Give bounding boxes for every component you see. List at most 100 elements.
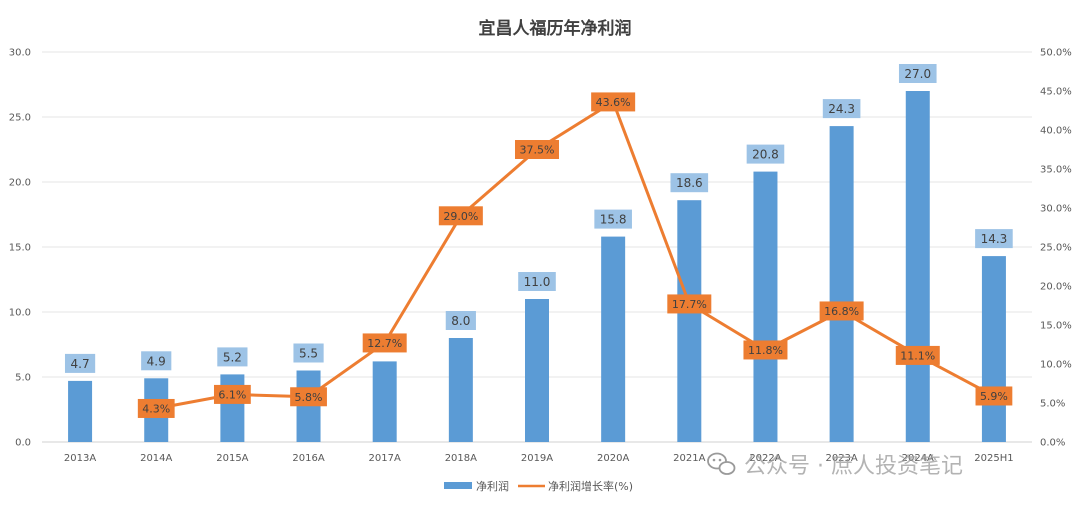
watermark: 公众号 · 庶人投资笔记: [707, 452, 963, 479]
bar-data-label: 4.7: [71, 357, 90, 371]
y-left-tick-label: 10.0: [9, 308, 31, 319]
x-tick-label: 2025H1: [974, 453, 1013, 464]
line-point-label-box: [895, 345, 940, 365]
line-data-label: 5.8%: [295, 391, 323, 404]
line-point-label-box: [137, 398, 175, 418]
wechat-icon: [707, 452, 736, 475]
y-left-tick-label: 0.0: [15, 438, 31, 449]
bar-data-label: 27.0: [904, 67, 931, 81]
y-left-tick-label: 30.0: [9, 48, 31, 59]
bar: [68, 380, 93, 442]
bar-data-label: 14.3: [981, 232, 1008, 246]
line-point-label-box: [290, 387, 327, 407]
y-right-tick-label: 10.0%: [1040, 360, 1072, 371]
bar-labels: 4.7 4.9 5.2 5.5 8.0 11.0 15.8 18.6 20.8 24.3 27.0 1…: [64, 64, 1013, 373]
legend-label-bar: 净利润: [476, 479, 509, 493]
bar-label-box: [445, 311, 476, 330]
line-data-label: 12.7%: [367, 337, 402, 350]
line-point-label-box: [438, 206, 483, 226]
line-point-label-box: [591, 92, 636, 112]
legend-label-line: 净利润增长率(%): [548, 479, 633, 493]
y-right-tick-label: 5.0%: [1040, 399, 1065, 410]
y-right-tick-label: 45.0%: [1040, 87, 1072, 98]
y-right-tick-label: 35.0%: [1040, 165, 1072, 176]
x-tick-label: 2016A: [292, 453, 324, 464]
line-point-label-box: [819, 301, 864, 321]
x-tick-label: 2021A: [673, 453, 705, 464]
line-labels: 4.3% 6.1% 5.8% 12.7% 29.0% 37.5% 43.6% 17.7% 11.…: [137, 92, 1013, 418]
line-data-label: 11.1%: [900, 349, 935, 362]
y-right-tick-label: 20.0%: [1040, 282, 1072, 293]
legend-swatch-bar: [444, 482, 472, 489]
line-point-label-box: [743, 340, 788, 360]
y-axis-right: 0.0% 5.0% 10.0% 15.0% 20.0% 25.0% 30.0% 35.0% 40…: [1040, 48, 1072, 449]
x-tick-label: 2024A: [902, 453, 934, 464]
line-point-label-box: [515, 140, 559, 159]
chart-title: 宜昌人福历年净利润: [479, 18, 632, 39]
line-point-label-box: [667, 294, 712, 314]
bar: [905, 91, 930, 442]
bar-label-box: [518, 272, 556, 291]
bar-data-label: 15.8: [600, 213, 627, 227]
bar-label-box: [64, 353, 96, 373]
line-data-label: 17.7%: [672, 298, 707, 311]
line-data-label: 29.0%: [443, 210, 478, 223]
bar-label-box: [217, 347, 248, 367]
line-data-label: 4.3%: [142, 402, 170, 415]
line-point-label-box: [975, 386, 1013, 406]
bar-label-box: [141, 351, 172, 371]
y-axis-left: 0.0 5.0 10.0 15.0 20.0 25.0 30.0: [9, 48, 31, 449]
line-data-label: 43.6%: [596, 96, 631, 109]
line-data-label: 11.8%: [748, 344, 783, 357]
y-left-tick-label: 25.0: [9, 113, 31, 124]
line-data-label: 5.9%: [980, 390, 1008, 403]
x-tick-label: 2023A: [825, 453, 857, 464]
x-tick-label: 2017A: [369, 453, 401, 464]
bar-data-label: 5.2: [223, 350, 242, 364]
bar: [525, 299, 549, 442]
bar: [753, 171, 778, 442]
bar-data-label: 5.5: [299, 347, 318, 361]
line-series: [155, 100, 995, 410]
bar-data-label: 8.0: [451, 314, 470, 328]
y-right-tick-label: 15.0%: [1040, 321, 1072, 332]
bar-data-label: 4.9: [147, 354, 166, 368]
x-tick-label: 2020A: [597, 453, 629, 464]
bar-label-box: [293, 343, 324, 363]
x-tick-label: 2013A: [64, 453, 96, 464]
y-right-tick-label: 30.0%: [1040, 204, 1072, 215]
bar: [448, 338, 473, 442]
y-right-tick-label: 40.0%: [1040, 126, 1072, 137]
growth-line: [155, 100, 995, 410]
bar: [677, 200, 702, 442]
y-right-tick-label: 0.0%: [1040, 438, 1065, 449]
x-tick-label: 2018A: [445, 453, 477, 464]
bar-data-label: 20.8: [752, 148, 779, 162]
bar: [829, 126, 854, 442]
bar: [372, 361, 397, 442]
y-right-tick-label: 50.0%: [1040, 48, 1072, 59]
bar-label-box: [822, 99, 861, 119]
y-left-tick-label: 20.0: [9, 178, 31, 189]
bar-label-box: [746, 144, 785, 164]
watermark-text: 公众号 · 庶人投资笔记: [744, 454, 963, 479]
bar-label-box: [670, 173, 709, 193]
y-left-tick-label: 15.0: [9, 243, 31, 254]
bar: [981, 256, 1006, 442]
line-data-label: 6.1%: [218, 388, 246, 401]
x-tick-label: 2014A: [140, 453, 172, 464]
bar-label-box: [594, 209, 632, 229]
line-data-label: 16.8%: [824, 305, 859, 318]
x-axis: 2013A 2014A 2015A 2016A 2017A 2018A 2019A 2020A…: [64, 453, 1014, 464]
legend: 净利润 净利润增长率(%): [444, 479, 633, 493]
bar-data-label: 11.0: [524, 275, 551, 289]
bar-label-box: [898, 64, 937, 83]
y-right-tick-label: 25.0%: [1040, 243, 1072, 254]
line-point-label-box: [213, 384, 251, 404]
x-tick-label: 2019A: [521, 453, 553, 464]
bar-label-box: [975, 229, 1013, 249]
x-tick-label: 2022A: [749, 453, 781, 464]
bar: [220, 374, 245, 442]
bar-data-label: 24.3: [828, 102, 855, 116]
